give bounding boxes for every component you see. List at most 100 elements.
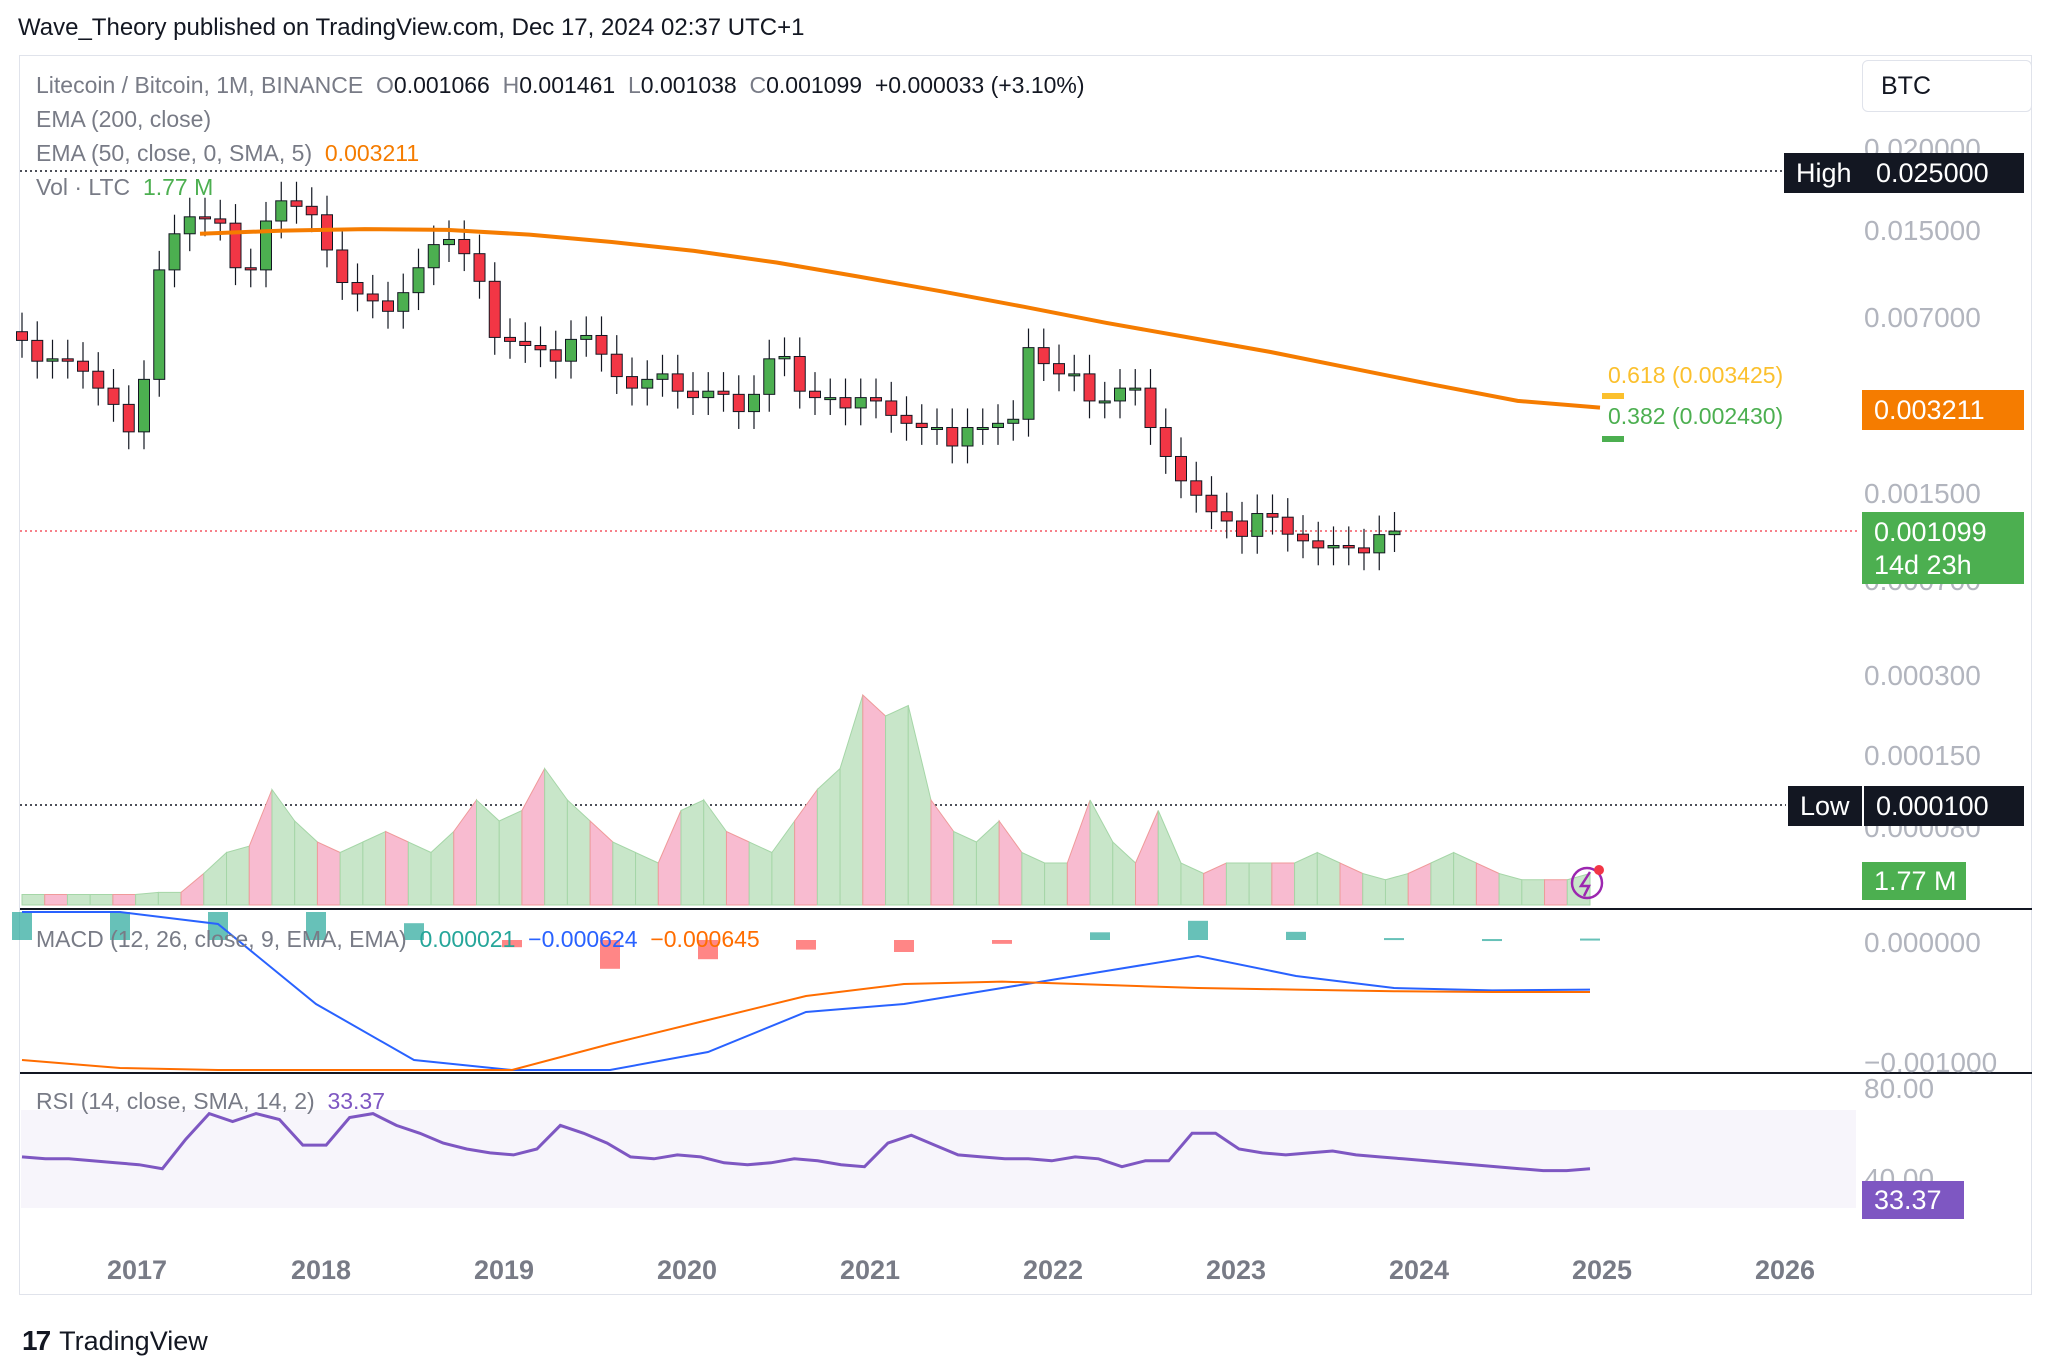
tradingview-logo-icon: 17 — [22, 1325, 51, 1356]
currency-selector[interactable]: BTC — [1862, 60, 2032, 112]
legend-macd-signal: −0.000645 — [650, 926, 760, 952]
x-tick-2017: 2017 — [107, 1255, 168, 1285]
candle-body — [992, 422, 1004, 429]
candle-body — [153, 269, 166, 380]
volume-segment — [975, 819, 1000, 906]
candle-body — [92, 370, 105, 389]
candle-body — [1251, 513, 1264, 537]
rsi-band — [21, 1110, 1856, 1208]
axis-label: 0.007000 — [1864, 302, 1981, 333]
legend-vol-value: 1.77 M — [142, 174, 214, 200]
volume-segment — [498, 809, 523, 906]
macd-histogram-bar — [110, 912, 130, 940]
lightning-bolt — [1578, 871, 1592, 897]
candle-body — [1129, 387, 1142, 391]
legend-rsi-value: 33.37 — [327, 1088, 386, 1114]
volume-segment — [930, 798, 955, 906]
volume-segment — [703, 798, 727, 906]
candle-body — [1342, 544, 1355, 549]
volume-segment — [385, 830, 409, 906]
candle-body — [1236, 520, 1248, 537]
volume-segment — [1453, 851, 1477, 906]
volume-segment — [521, 768, 546, 906]
candle-body — [1297, 533, 1309, 542]
candle-body — [717, 390, 730, 395]
candle-body — [793, 355, 806, 392]
volume-segment — [816, 767, 841, 906]
legend-l-label: L — [627, 72, 641, 98]
candle-body — [382, 300, 394, 312]
legend-change: +0.000033 (+3.10%) — [874, 72, 1085, 98]
candle-body — [260, 220, 272, 271]
legend-ema50[interactable]: EMA (50, close, 0, SMA, 5) 0.003211 — [36, 140, 419, 167]
candle-body — [839, 397, 852, 409]
volume-segment — [885, 704, 909, 906]
volume-segment — [1157, 810, 1182, 906]
macd-line — [22, 911, 1591, 1071]
volume-segment — [1021, 851, 1046, 906]
volume-segment — [1225, 862, 1250, 906]
volume-segment — [316, 841, 341, 906]
x-tick-2018: 2018 — [291, 1255, 352, 1285]
volume-segment — [1180, 862, 1205, 906]
candle-body — [122, 403, 135, 433]
candle-body — [443, 238, 455, 246]
legend-o-label: O — [376, 72, 394, 98]
macd-pane — [12, 911, 1600, 1071]
legend-macd-label: MACD (12, 26, close, 9, EMA, EMA) — [36, 926, 407, 952]
candle-body — [1068, 373, 1081, 377]
lightning-icon[interactable] — [1570, 866, 1604, 900]
volume-segment — [453, 798, 477, 906]
candle-body — [321, 214, 333, 251]
legend-high: 0.001461 — [519, 72, 616, 98]
candle-body — [473, 253, 486, 282]
volume-segment — [657, 810, 682, 906]
candle-body — [1388, 530, 1401, 536]
ema-price-tag: 0.003211 — [1862, 390, 2024, 430]
macd-histogram-bar — [502, 940, 522, 948]
volume-segment — [407, 841, 432, 906]
volume-segment — [794, 787, 818, 906]
volume-segment — [748, 841, 773, 906]
candle-body — [275, 200, 288, 222]
candle-body — [351, 282, 364, 295]
volume-segment — [180, 872, 205, 906]
legend-ema200[interactable]: EMA (200, close) — [36, 106, 212, 132]
candle-body — [31, 339, 44, 362]
macd-histogram-bar — [600, 940, 620, 969]
high-tag-label: High — [1784, 153, 1864, 193]
volume-segment — [475, 798, 500, 906]
legend-ema50-value: 0.003211 — [324, 140, 420, 166]
candle-body — [1144, 387, 1157, 429]
volume-segment — [89, 894, 114, 906]
volume-segment — [953, 830, 977, 906]
rsi-pane — [21, 1111, 1591, 1173]
macd-histogram-bar — [796, 940, 816, 950]
candle-body — [946, 427, 959, 447]
legend-open: 0.001066 — [393, 72, 490, 98]
legend-rsi[interactable]: RSI (14, close, SMA, 14, 2) 33.37 — [36, 1088, 385, 1115]
footer-brand[interactable]: 17 TradingView — [22, 1325, 208, 1357]
candle-body — [427, 244, 440, 269]
axis-label: 0.000150 — [1864, 740, 1981, 771]
candle-body — [534, 345, 547, 351]
fib-382-marker — [1602, 436, 1624, 442]
candles — [16, 181, 1401, 571]
legend-volume[interactable]: Vol · LTC 1.77 M — [36, 174, 213, 201]
volume-segment — [294, 819, 318, 906]
x-tick-2020: 2020 — [657, 1255, 718, 1285]
candle-body — [214, 218, 227, 224]
axis-label: 0.000300 — [1864, 660, 1981, 691]
legend-macd[interactable]: MACD (12, 26, close, 9, EMA, EMA) 0.0000… — [36, 926, 760, 953]
candle-body — [1114, 387, 1126, 402]
legend-close: 0.001099 — [766, 72, 863, 98]
candle-body — [824, 397, 837, 401]
candle-body — [854, 397, 867, 409]
candle-body — [870, 397, 882, 402]
volume-segment — [1248, 862, 1273, 906]
volume-segment — [1339, 862, 1364, 906]
volume-segment — [839, 694, 864, 906]
legend-h-label: H — [502, 72, 520, 98]
candle-body — [1175, 455, 1187, 482]
